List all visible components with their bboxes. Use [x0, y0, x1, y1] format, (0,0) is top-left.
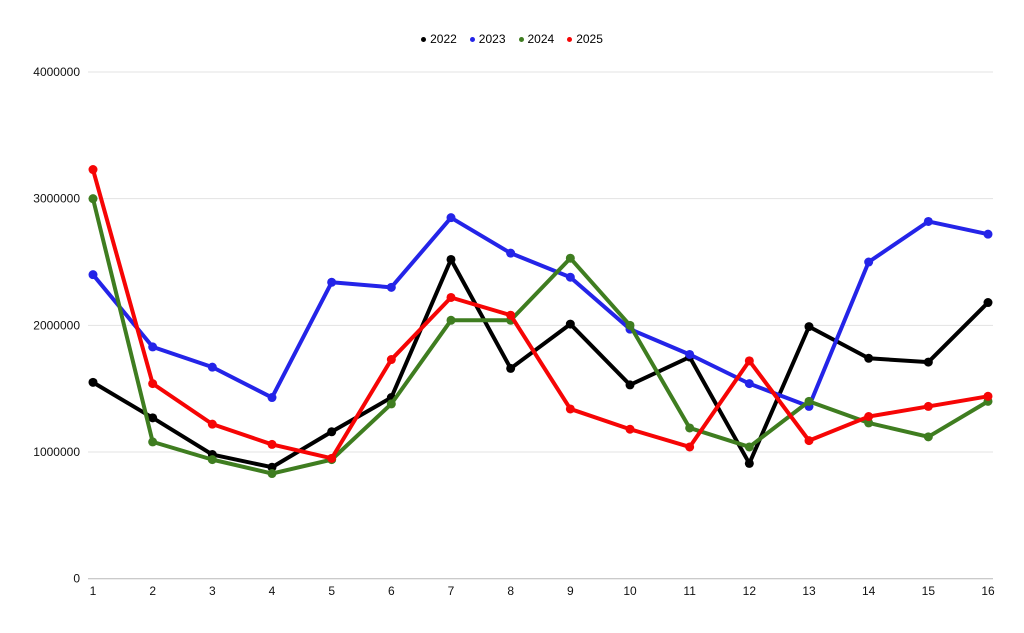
x-axis-tick-label: 15	[922, 584, 936, 598]
data-point-2022-12	[744, 458, 754, 468]
legend-item-2024: 2024	[518, 32, 555, 46]
data-point-2025-7	[446, 292, 456, 302]
legend-item-2023: 2023	[469, 32, 506, 46]
data-point-2025-10	[625, 424, 635, 434]
x-axis-tick-label: 1	[90, 584, 97, 598]
x-axis-tick-label: 2	[149, 584, 156, 598]
data-point-2023-15	[923, 216, 933, 226]
data-point-2022-10	[625, 380, 635, 390]
data-point-2022-13	[804, 322, 814, 332]
data-point-2025-3	[207, 419, 217, 429]
legend-label-2023: 2023	[478, 32, 506, 46]
data-point-2024-13	[804, 396, 814, 406]
data-point-2025-11	[685, 442, 695, 452]
data-point-2025-14	[864, 412, 874, 422]
data-point-2025-12	[744, 356, 754, 366]
legend-item-2025: 2025	[567, 32, 603, 46]
data-point-2022-2	[148, 413, 158, 423]
data-point-2023-11	[685, 349, 695, 359]
legend-dot-2024	[518, 36, 524, 42]
series-line-2024	[91, 196, 990, 476]
y-axis-tick-label: 1000000	[33, 445, 80, 459]
data-point-2023-7	[446, 213, 456, 223]
x-axis-tick-label: 12	[743, 584, 757, 598]
legend-item-2022: 2022	[421, 32, 457, 46]
data-point-2023-12	[744, 379, 754, 389]
data-point-2023-8	[506, 248, 516, 258]
data-point-2022-8	[506, 363, 516, 373]
x-axis-tick-label: 11	[683, 584, 696, 598]
x-axis-tick-label: 9	[567, 584, 574, 598]
data-point-2022-1	[88, 377, 98, 387]
data-point-2025-13	[804, 436, 814, 446]
data-point-2022-15	[923, 357, 933, 367]
data-point-2024-11	[685, 423, 695, 433]
data-point-2023-14	[864, 257, 874, 267]
data-point-2024-15	[923, 432, 933, 442]
data-point-2023-4	[267, 393, 277, 403]
series-line-2023	[91, 215, 990, 409]
data-point-2024-9	[565, 253, 575, 263]
x-axis-tick-label: 4	[269, 584, 276, 598]
data-point-2022-7	[446, 254, 456, 264]
x-axis-tick-label: 5	[328, 584, 335, 598]
x-axis-tick-label: 3	[209, 584, 216, 598]
data-point-2025-4	[267, 439, 277, 449]
x-axis-tick-label: 6	[388, 584, 395, 598]
y-axis-tick-label: 2000000	[33, 318, 80, 332]
x-axis-tick-label: 10	[623, 584, 637, 598]
data-point-2023-9	[565, 272, 575, 282]
data-point-2022-9	[565, 319, 575, 329]
data-point-2023-1	[88, 270, 98, 280]
y-axis-tick-label: 3000000	[33, 192, 80, 206]
chart-legend: 2022 2023 2024 2025	[0, 32, 1024, 46]
x-axis-tick-label: 16	[981, 584, 995, 598]
y-axis-tick-label: 4000000	[33, 65, 80, 79]
x-axis-tick-label: 14	[862, 584, 876, 598]
data-point-2023-16	[983, 229, 993, 239]
data-point-2024-14	[864, 418, 874, 428]
y-axis-tick-label: 0	[73, 572, 80, 586]
data-point-2024-6	[386, 399, 396, 409]
data-point-2025-6	[386, 355, 396, 365]
data-point-2025-5	[327, 453, 337, 463]
data-point-2023-6	[386, 282, 396, 292]
data-point-2025-8	[506, 310, 516, 320]
data-point-2025-9	[565, 404, 575, 414]
data-point-2023-3	[207, 362, 217, 372]
data-point-2024-4	[267, 469, 277, 479]
legend-dot-2023	[469, 36, 475, 42]
legend-label-2022: 2022	[430, 32, 457, 46]
data-point-2025-15	[923, 401, 933, 411]
data-point-2024-12	[744, 442, 754, 452]
series-line-2022	[91, 257, 990, 470]
data-point-2023-5	[327, 277, 337, 287]
data-point-2025-2	[148, 379, 158, 389]
data-point-2022-5	[327, 427, 337, 437]
data-point-2022-16	[983, 298, 993, 308]
data-point-2024-2	[148, 437, 158, 447]
data-point-2023-2	[148, 342, 158, 352]
data-point-2022-4	[267, 462, 277, 472]
data-point-2024-7	[446, 315, 456, 325]
legend-dot-2025	[567, 36, 573, 42]
data-point-2022-14	[864, 353, 874, 363]
x-axis-tick-label: 8	[507, 584, 514, 598]
data-point-2024-3	[207, 455, 217, 465]
x-axis-tick-label: 13	[802, 584, 816, 598]
legend-label-2024: 2024	[527, 32, 555, 46]
data-point-2025-1	[88, 165, 98, 175]
data-point-2025-16	[983, 391, 993, 401]
series-line-2025	[91, 167, 990, 461]
legend-dot-2022	[421, 36, 427, 42]
data-point-2024-10	[625, 320, 635, 330]
legend-label-2025: 2025	[576, 32, 603, 46]
x-axis-tick-label: 7	[448, 584, 455, 598]
data-point-2024-1	[88, 194, 98, 204]
